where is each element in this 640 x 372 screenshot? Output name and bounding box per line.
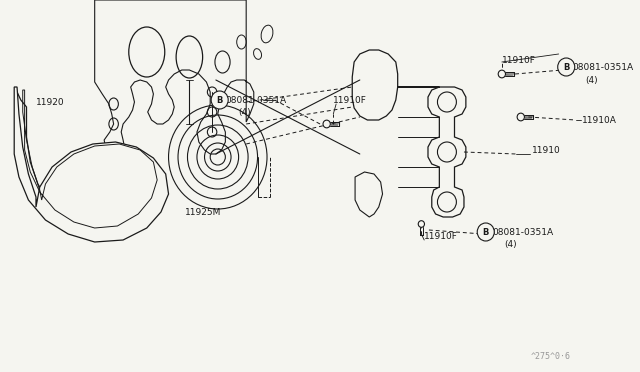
Text: (4): (4)	[585, 76, 598, 84]
Text: 11910: 11910	[532, 145, 561, 154]
Circle shape	[477, 223, 494, 241]
Text: 08081-0351A: 08081-0351A	[492, 228, 554, 237]
Polygon shape	[95, 0, 254, 162]
Text: 08081-0351A: 08081-0351A	[225, 96, 287, 105]
Text: (4): (4)	[239, 108, 252, 116]
Text: 11910F: 11910F	[424, 231, 458, 241]
Circle shape	[557, 58, 575, 76]
Circle shape	[517, 113, 524, 121]
Polygon shape	[17, 92, 154, 227]
Text: B: B	[563, 62, 570, 71]
Text: 11920: 11920	[36, 97, 65, 106]
Text: 11910F: 11910F	[333, 96, 367, 105]
Text: B: B	[483, 228, 489, 237]
Text: 08081-0351A: 08081-0351A	[573, 62, 634, 71]
Text: ^275^0·6: ^275^0·6	[531, 352, 570, 361]
Text: 11910F: 11910F	[502, 55, 536, 64]
Polygon shape	[14, 87, 168, 242]
Circle shape	[323, 120, 330, 128]
Text: 11910A: 11910A	[582, 115, 617, 125]
Polygon shape	[355, 172, 383, 217]
Text: B: B	[216, 96, 223, 105]
Text: 11925M: 11925M	[185, 208, 221, 217]
Polygon shape	[352, 50, 466, 217]
Circle shape	[498, 70, 506, 78]
Circle shape	[211, 91, 228, 109]
Circle shape	[418, 221, 424, 227]
Text: (4): (4)	[505, 240, 517, 248]
